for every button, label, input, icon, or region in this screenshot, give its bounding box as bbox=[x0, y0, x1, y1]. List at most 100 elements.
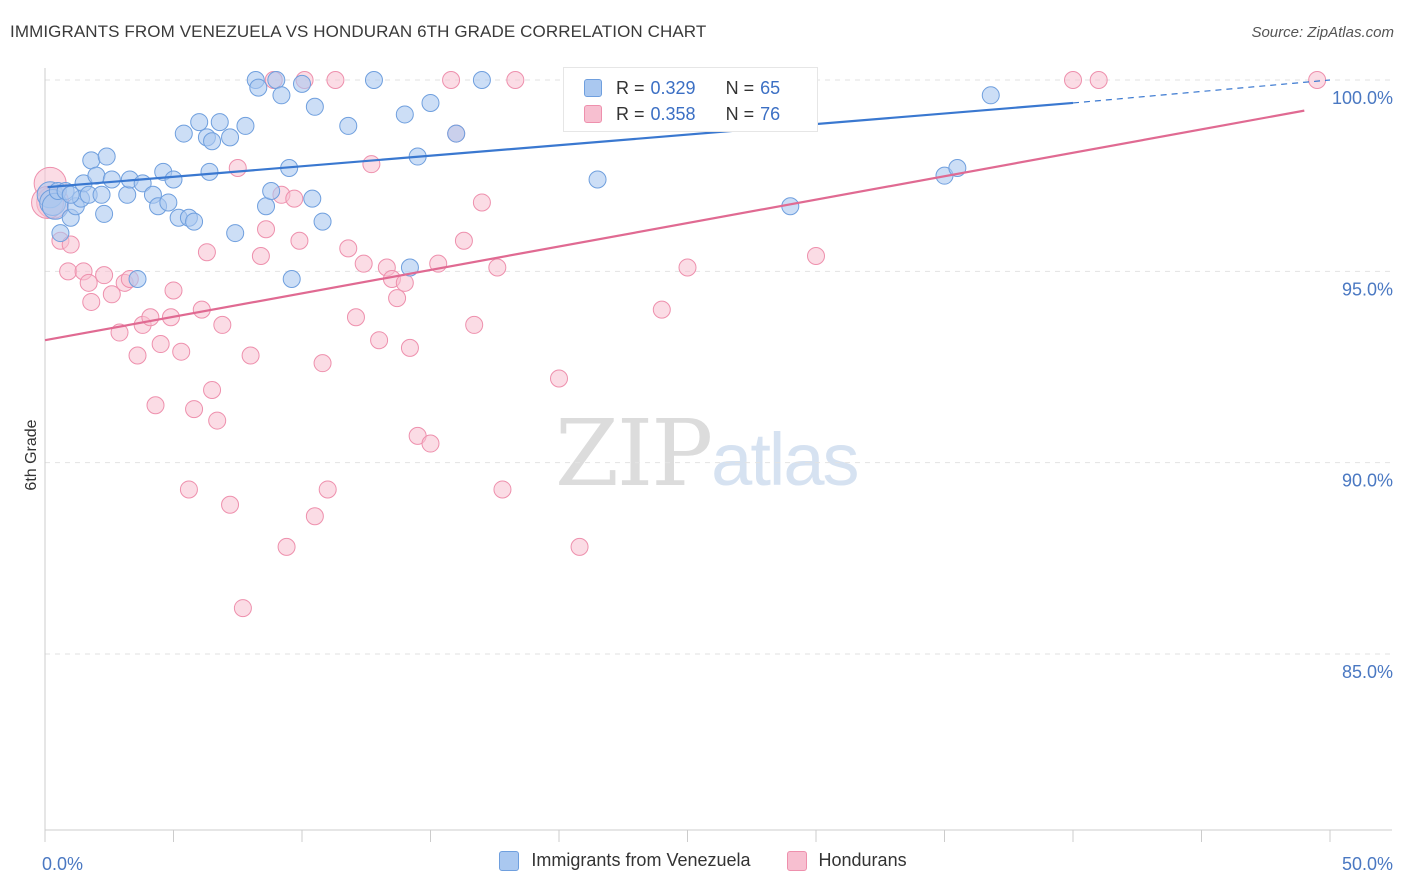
data-point-hondurans bbox=[197, 243, 216, 262]
data-point-venezuela bbox=[282, 269, 301, 288]
data-point-hondurans bbox=[442, 71, 461, 89]
data-point-hondurans bbox=[59, 262, 78, 281]
data-point-hondurans bbox=[370, 331, 389, 350]
data-point-hondurans bbox=[550, 369, 568, 388]
data-point-venezuela bbox=[447, 124, 466, 143]
data-point-hondurans bbox=[807, 247, 825, 266]
legend-row-venezuela: R = 0.329 N = 65 bbox=[584, 76, 780, 100]
data-point-venezuela bbox=[92, 185, 111, 204]
data-point-venezuela bbox=[95, 204, 114, 223]
data-point-venezuela bbox=[185, 212, 204, 231]
data-point-venezuela bbox=[236, 116, 255, 135]
axis-labels: 85.0% 90.0% 95.0% 100.0% 0.0% 50.0% 6th Grade bbox=[23, 88, 1393, 874]
legend-r-label: R = bbox=[616, 77, 645, 98]
legend-swatch-venezuela bbox=[584, 79, 602, 97]
bottom-legend-label-hondurans: Hondurans bbox=[818, 850, 907, 870]
data-point-hondurans bbox=[354, 254, 373, 273]
data-point-hondurans bbox=[82, 292, 101, 311]
data-point-hondurans bbox=[570, 537, 589, 556]
data-point-hondurans bbox=[241, 346, 260, 365]
data-point-hondurans bbox=[339, 239, 358, 258]
data-point-hondurans bbox=[313, 354, 332, 373]
data-point-hondurans bbox=[493, 480, 512, 499]
data-point-venezuela bbox=[118, 185, 137, 204]
data-point-venezuela bbox=[200, 162, 219, 181]
data-point-hondurans bbox=[233, 599, 252, 618]
legend-row-hondurans: R = 0.358 N = 76 bbox=[584, 102, 780, 126]
data-point-venezuela bbox=[203, 132, 222, 151]
data-point-hondurans bbox=[203, 380, 222, 399]
data-point-venezuela bbox=[272, 86, 291, 105]
data-point-hondurans bbox=[257, 220, 276, 239]
data-point-hondurans bbox=[102, 285, 121, 304]
data-point-hondurans bbox=[213, 315, 232, 334]
data-point-hondurans bbox=[151, 335, 170, 354]
data-point-venezuela bbox=[128, 269, 147, 288]
data-point-venezuela bbox=[51, 224, 70, 243]
data-point-hondurans bbox=[472, 193, 491, 212]
chart-source: Source: ZipAtlas.com bbox=[1251, 24, 1394, 41]
data-point-hondurans bbox=[208, 411, 227, 430]
bottom-legend-venezuela[interactable]: Immigrants from Venezuela bbox=[499, 850, 751, 871]
bottom-legend-hondurans[interactable]: Hondurans bbox=[786, 850, 907, 871]
data-point-venezuela bbox=[981, 86, 1000, 105]
watermark: ZIPatlas bbox=[555, 400, 859, 507]
data-point-hondurans bbox=[678, 258, 697, 277]
trend-line-venezuela bbox=[47, 101, 1074, 189]
axes bbox=[44, 68, 1392, 842]
data-point-hondurans bbox=[388, 289, 407, 308]
x-tick-label-min: 0.0% bbox=[42, 854, 83, 874]
y-tick-label: 90.0% bbox=[1342, 471, 1393, 491]
x-tick-label-max: 50.0% bbox=[1342, 854, 1393, 874]
data-point-hondurans bbox=[1308, 71, 1327, 89]
data-point-hondurans bbox=[465, 315, 484, 334]
data-point-venezuela bbox=[257, 197, 276, 216]
series-hondurans bbox=[31, 71, 1327, 618]
legend-r-value: 0.329 bbox=[650, 77, 696, 98]
legend-box: R = 0.329 N = 65 R = 0.358 N = 76 bbox=[563, 67, 818, 132]
data-point-hondurans bbox=[172, 342, 191, 361]
data-point-hondurans bbox=[228, 159, 247, 178]
data-point-hondurans bbox=[61, 235, 80, 254]
data-point-hondurans bbox=[488, 258, 507, 277]
data-point-hondurans bbox=[251, 247, 270, 266]
data-point-venezuela bbox=[588, 170, 607, 189]
data-point-venezuela bbox=[159, 193, 178, 212]
data-point-venezuela bbox=[339, 116, 358, 135]
data-point-venezuela bbox=[313, 212, 332, 231]
data-point-venezuela bbox=[395, 105, 414, 124]
data-point-hondurans bbox=[318, 480, 337, 499]
data-point-hondurans bbox=[652, 300, 671, 319]
data-point-hondurans bbox=[1089, 71, 1108, 89]
bottom-legend-label-venezuela: Immigrants from Venezuela bbox=[531, 850, 751, 870]
series-venezuela bbox=[36, 71, 1000, 288]
legend-r-value: 0.358 bbox=[650, 103, 696, 124]
data-point-venezuela bbox=[226, 224, 245, 243]
legend-r-label: R = bbox=[616, 103, 645, 124]
data-point-hondurans bbox=[285, 189, 304, 208]
trend-line-hondurans bbox=[44, 109, 1305, 342]
trend-lines bbox=[44, 79, 1331, 342]
data-point-hondurans bbox=[290, 231, 309, 250]
watermark-atlas: atlas bbox=[711, 418, 859, 501]
bottom-legend: Immigrants from Venezuela Hondurans bbox=[0, 850, 1406, 871]
data-point-venezuela bbox=[82, 151, 101, 170]
data-point-hondurans bbox=[506, 71, 525, 89]
data-point-venezuela bbox=[364, 71, 383, 89]
data-point-hondurans bbox=[326, 71, 345, 89]
legend-n-value: 65 bbox=[760, 77, 781, 98]
data-point-venezuela bbox=[210, 113, 229, 132]
data-point-hondurans bbox=[185, 400, 204, 419]
data-point-venezuela bbox=[305, 97, 324, 116]
trend-line-venezuela-extension bbox=[1072, 79, 1331, 104]
y-tick-label: 100.0% bbox=[1332, 88, 1393, 108]
data-point-venezuela bbox=[221, 128, 240, 147]
watermark-zip: ZIP bbox=[555, 400, 713, 507]
data-point-venezuela bbox=[262, 181, 281, 200]
legend-swatch-hondurans bbox=[584, 105, 602, 123]
data-point-venezuela bbox=[164, 170, 183, 189]
chart-title: IMMIGRANTS FROM VENEZUELA VS HONDURAN 6T… bbox=[10, 22, 707, 41]
y-tick-label: 95.0% bbox=[1342, 279, 1393, 299]
data-point-venezuela bbox=[249, 78, 268, 97]
